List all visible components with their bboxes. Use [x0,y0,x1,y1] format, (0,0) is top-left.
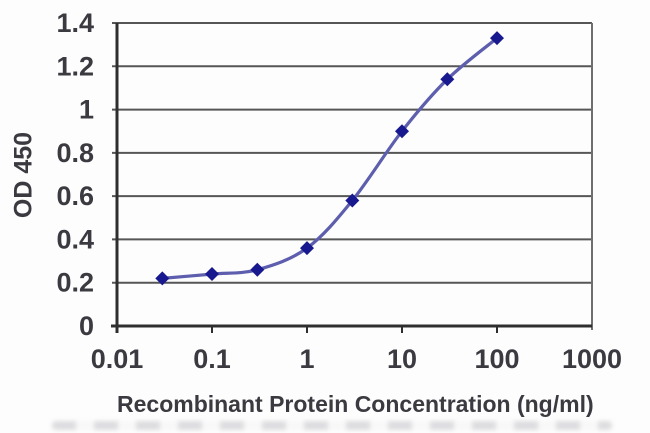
y-tick-label-0.2: 0.2 [56,268,94,298]
y-tick-label-1.4: 1.4 [56,8,94,38]
y-axis-title: OD 450 [9,131,38,219]
data-point-marker-0.3 [250,262,265,277]
x-tick-label-0.01: 0.01 [91,344,144,374]
data-point-marker-0.1 [205,267,219,282]
x-axis-title: Recombinant Protein Concentration (ng/ml… [117,391,594,417]
y-tick-label-0.6: 0.6 [56,181,94,211]
y-tick-label-1: 1 [79,95,94,125]
y-tick-label-0.4: 0.4 [56,224,94,254]
data-point-marker-30 [440,72,455,87]
y-tick-label-0.8: 0.8 [56,138,94,168]
x-tick-label-100: 100 [474,344,519,374]
data-point-marker-10 [395,124,409,139]
x-tick-label-0.1: 0.1 [193,344,231,374]
data-point-marker-3 [345,193,360,208]
jpeg-artifact-strip [52,421,612,430]
data-point-marker-100 [490,31,504,46]
y-tick-label-1.2: 1.2 [56,51,94,81]
data-point-marker-0.03 [155,271,170,286]
x-tick-label-1000: 1000 [562,344,622,374]
x-tick-label-10: 10 [387,344,417,374]
data-point-marker-1 [300,241,314,256]
x-tick-label-1: 1 [299,344,314,374]
y-tick-label-0: 0 [79,311,94,341]
